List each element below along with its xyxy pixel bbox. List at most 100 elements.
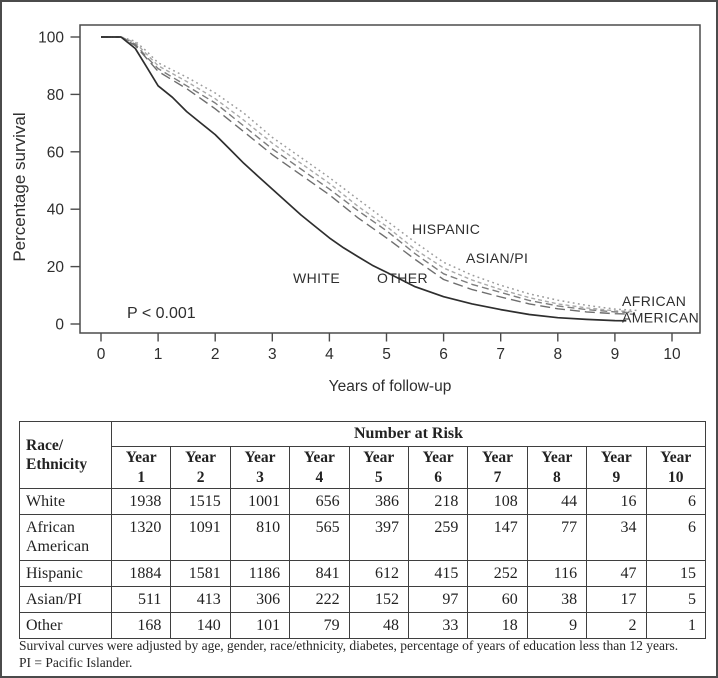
risk-count-cell: 612 (348, 559, 409, 587)
risk-count-cell: 252 (467, 559, 528, 587)
table-row-white: White 1938 1515 1001 656 386 218 108 44 16 6 (19, 487, 707, 516)
series-line-asian-pi (101, 36, 635, 313)
risk-count-cell: 6 (645, 487, 707, 516)
year-column-header: Year 10 (645, 446, 707, 489)
y-tick-label: 0 (55, 317, 64, 334)
risk-count-cell: 386 (348, 487, 409, 516)
risk-count-cell: 1001 (229, 487, 291, 516)
number-at-risk-header: Number at Risk (111, 421, 706, 447)
series-label-african-american: AMERICAN (622, 310, 699, 326)
series-line-african-american (101, 36, 635, 314)
plot-area (79, 24, 701, 334)
race-label: White (19, 487, 112, 516)
risk-count-cell: 397 (348, 514, 409, 561)
series-label-other: OTHER (377, 270, 428, 286)
risk-count-cell: 415 (407, 559, 469, 587)
x-axis-title: Years of follow-up (329, 378, 452, 395)
year-column-header: Year 9 (586, 446, 647, 489)
risk-count-cell: 38 (526, 585, 588, 613)
risk-count-cell: 140 (170, 611, 231, 640)
race-label: Hispanic (19, 559, 112, 587)
x-tick-label: 5 (382, 346, 391, 363)
y-tick-label: 60 (47, 144, 65, 161)
risk-count-cell: 1884 (110, 559, 172, 587)
risk-count-cell: 168 (110, 611, 172, 640)
x-tick-label: 2 (211, 346, 220, 363)
risk-count-cell: 9 (526, 611, 588, 640)
race-label: Asian/PI (19, 585, 112, 613)
footnote-line-2: PI = Pacific Islander. (19, 654, 133, 670)
risk-count-cell: 565 (289, 514, 350, 561)
year-column-header: Year 6 (407, 446, 469, 489)
p-value-annotation: P < 0.001 (127, 305, 196, 322)
risk-count-cell: 108 (467, 487, 528, 516)
x-tick-label: 7 (496, 346, 505, 363)
risk-count-cell: 222 (289, 585, 350, 613)
risk-count-cell: 147 (467, 514, 528, 561)
x-tick-label: 1 (154, 346, 163, 363)
risk-count-cell: 841 (289, 559, 350, 587)
series-line-other (101, 36, 635, 315)
risk-count-cell: 47 (586, 559, 647, 587)
y-tick-label: 100 (38, 30, 64, 47)
race-label: African American (19, 514, 112, 561)
risk-count-cell: 116 (526, 559, 588, 587)
series-line-white (101, 36, 627, 322)
risk-count-cell: 60 (467, 585, 528, 613)
x-tick-label: 4 (325, 346, 334, 363)
risk-count-cell: 2 (586, 611, 647, 640)
risk-count-cell: 79 (289, 611, 350, 640)
risk-count-cell: 1938 (110, 487, 172, 516)
year-column-header: Year 5 (348, 446, 409, 489)
risk-count-cell: 6 (645, 514, 707, 561)
year-column-header: Year 8 (526, 446, 588, 489)
series-label-asian-pi: ASIAN/PI (466, 250, 528, 266)
risk-count-cell: 1581 (170, 559, 231, 587)
number-at-risk-table: Race/Ethnicity Number at Risk Year 1 Year 2 Ye… (19, 421, 707, 640)
risk-count-cell: 656 (289, 487, 350, 516)
axis-ticks: 0 20 40 60 80 100 0 1 2 3 4 5 6 7 8 9 10 (38, 30, 681, 364)
risk-count-cell: 15 (645, 559, 707, 587)
year-column-header: Year 4 (289, 446, 350, 489)
risk-count-cell: 44 (526, 487, 588, 516)
race-ethnicity-header: Race/Ethnicity (19, 421, 112, 489)
risk-count-cell: 34 (586, 514, 647, 561)
table-row-other: Other 168 140 101 79 48 33 18 9 2 1 (19, 611, 707, 640)
risk-count-cell: 1320 (110, 514, 172, 561)
risk-count-cell: 97 (407, 585, 469, 613)
year-column-header: Year 1 (110, 446, 172, 489)
x-tick-label: 0 (97, 346, 106, 363)
y-tick-label: 20 (47, 259, 65, 276)
risk-count-cell: 511 (110, 585, 172, 613)
x-tick-label: 9 (611, 346, 620, 363)
risk-count-cell: 1515 (170, 487, 231, 516)
y-tick-label: 40 (47, 202, 65, 219)
series-label-white: WHITE (293, 270, 340, 286)
race-label: Other (19, 611, 112, 640)
x-tick-label: 8 (553, 346, 562, 363)
survival-curves (101, 36, 638, 322)
risk-count-cell: 48 (348, 611, 409, 640)
x-tick-label: 6 (439, 346, 448, 363)
risk-count-cell: 17 (586, 585, 647, 613)
year-column-header: Year 2 (170, 446, 231, 489)
risk-count-cell: 810 (229, 514, 291, 561)
series-label-hispanic: HISPANIC (412, 221, 480, 237)
series-label-african-american: AFRICAN (622, 293, 686, 309)
survival-chart: 0 20 40 60 80 100 0 1 2 3 4 5 6 7 8 9 10 HISPANIC ASIAN/P… (10, 24, 701, 395)
series-line-hispanic (101, 36, 638, 312)
risk-count-cell: 77 (526, 514, 588, 561)
risk-count-cell: 259 (407, 514, 469, 561)
risk-count-cell: 1091 (170, 514, 231, 561)
year-column-header: Year 3 (229, 446, 291, 489)
risk-count-cell: 1 (645, 611, 707, 640)
year-column-header: Year 7 (467, 446, 528, 489)
table-row-asian-pi: Asian/PI 511 413 306 222 152 97 60 38 17 5 (19, 585, 707, 613)
risk-count-cell: 218 (407, 487, 469, 516)
risk-count-cell: 33 (407, 611, 469, 640)
risk-count-cell: 152 (348, 585, 409, 613)
risk-count-cell: 18 (467, 611, 528, 640)
risk-count-cell: 306 (229, 585, 291, 613)
